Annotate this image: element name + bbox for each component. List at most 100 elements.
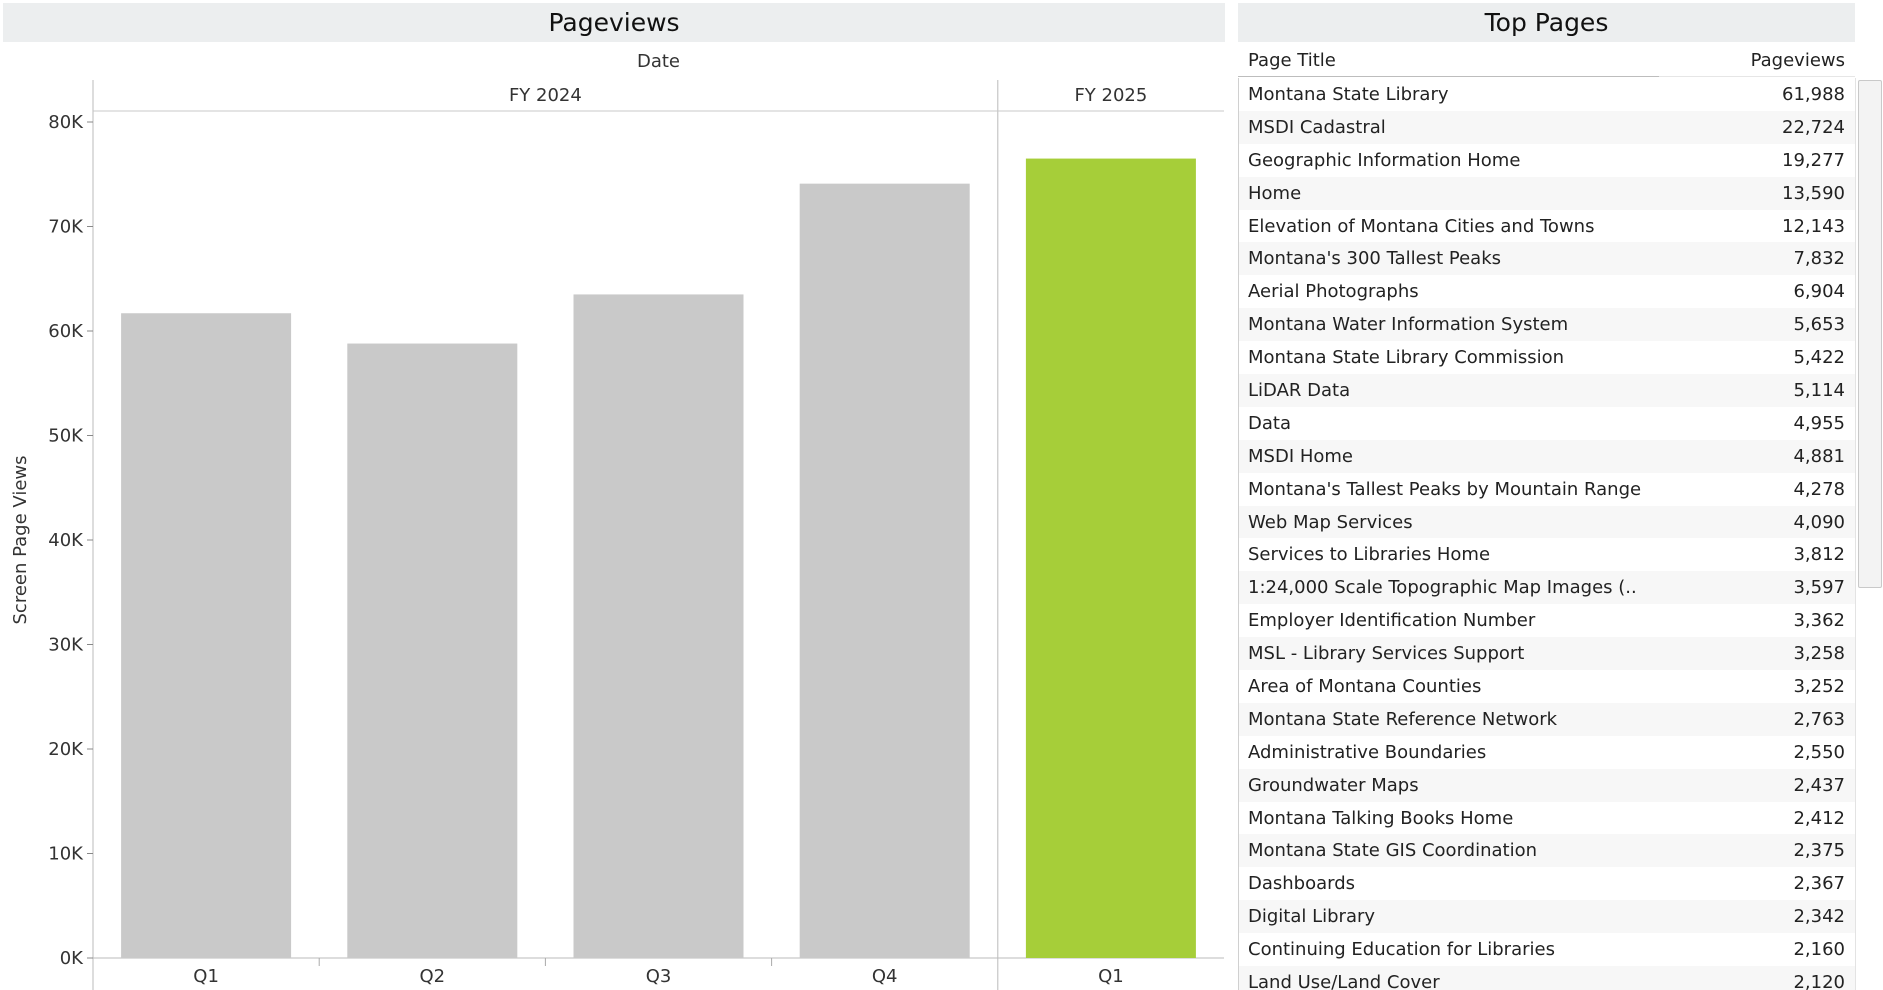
y-axis-label: Screen Page Views [10, 456, 31, 625]
y-tick-label: 70K [48, 217, 84, 238]
page-title-cell: MSDI Cadastral [1248, 116, 1386, 138]
bar-4 [799, 183, 970, 958]
table-row[interactable]: Employer Identification Number 3,362 [1238, 604, 1855, 637]
page-title-cell: Administrative Boundaries [1248, 741, 1487, 763]
y-tick-label: 0K [60, 948, 84, 969]
table-row[interactable]: Montana's 300 Tallest Peaks 7,832 [1238, 242, 1855, 276]
table-row[interactable]: Montana's Tallest Peaks by Mountain Rang… [1238, 473, 1855, 506]
page-title-cell: Montana's 300 Tallest Peaks [1248, 248, 1502, 270]
pageviews-cell: 13,590 [1782, 182, 1845, 204]
bar-1 [121, 313, 292, 958]
table-row[interactable]: MSDI Cadastral 22,724 [1238, 110, 1855, 144]
pageviews-column-header[interactable]: Pageviews [1750, 50, 1845, 71]
page-title-cell: Montana State Library [1248, 83, 1449, 105]
pageviews-cell: 2,375 [1793, 840, 1845, 862]
pageviews-cell: 4,955 [1793, 412, 1845, 434]
page-title-cell: Montana State Library Commission [1248, 347, 1565, 369]
header-divider-right [1659, 76, 1855, 77]
page-title-cell: Groundwater Maps [1248, 774, 1419, 796]
group-label-fy-2024: FY 2024 [509, 85, 582, 106]
table-row[interactable]: Area of Montana Counties 3,252 [1238, 670, 1855, 703]
page-title-cell: Home [1248, 182, 1302, 204]
table-row[interactable]: Data 4,955 [1238, 407, 1855, 440]
pageviews-bar-chart: Date FY 2024 FY 2025 0K 10K 20K 30K 40K 50K 60K 70… [10, 51, 1224, 990]
table-row[interactable]: Administrative Boundaries 2,550 [1238, 736, 1855, 769]
table-row[interactable]: Montana Water Information System 5,653 [1238, 308, 1855, 342]
pageviews-cell: 2,120 [1793, 971, 1845, 990]
scrollbar-thumb[interactable] [1858, 80, 1882, 588]
page-title-column-header[interactable]: Page Title [1248, 50, 1336, 71]
pageviews-cell: 5,653 [1793, 314, 1845, 336]
header-divider [1238, 76, 1659, 77]
pageviews-cell: 22,724 [1782, 116, 1845, 138]
table-row[interactable]: Web Map Services 4,090 [1238, 505, 1855, 539]
page-title-cell: Data [1248, 412, 1291, 434]
table-row[interactable]: Montana Talking Books Home 2,412 [1238, 802, 1855, 835]
page-title-cell: LiDAR Data [1248, 379, 1351, 401]
table-row[interactable]: Geographic Information Home 19,277 [1238, 144, 1855, 177]
page-title-cell: Land Use/Land Cover [1248, 971, 1440, 990]
table-row[interactable]: MSL - Library Services Support 3,258 [1238, 637, 1855, 671]
pageviews-cell: 6,904 [1793, 281, 1845, 303]
page-title-cell: Digital Library [1248, 906, 1376, 928]
pageviews-cell: 2,550 [1793, 741, 1845, 763]
pageviews-cell: 2,763 [1793, 708, 1845, 730]
y-tick-label: 50K [48, 426, 84, 447]
table-row[interactable]: Groundwater Maps 2,437 [1238, 768, 1855, 802]
y-tick-label: 60K [48, 321, 84, 342]
column-header-date: Date [637, 51, 680, 72]
table-row[interactable]: Montana State Library 61,988 [1238, 78, 1855, 111]
page-title-cell: Geographic Information Home [1248, 149, 1521, 171]
table-row[interactable]: Montana State Library Commission 5,422 [1238, 341, 1855, 374]
table-row[interactable]: LiDAR Data 5,114 [1238, 374, 1855, 407]
table-row[interactable]: Digital Library 2,342 [1238, 900, 1855, 934]
y-tick-label: 40K [48, 530, 84, 551]
pageviews-cell: 4,881 [1793, 445, 1845, 467]
page-title-cell: MSL - Library Services Support [1248, 643, 1525, 665]
page-title-cell: MSDI Home [1248, 445, 1354, 467]
page-title-cell: Continuing Education for Libraries [1248, 939, 1555, 961]
pageviews-cell: 2,342 [1793, 906, 1845, 928]
pageviews-cell: 7,832 [1793, 248, 1845, 270]
x-tick-label: Q4 [872, 966, 898, 987]
page-title-cell: Employer Identification Number [1248, 610, 1536, 632]
top-pages-scrollbar[interactable] [1855, 78, 1883, 990]
pageviews-cell: 4,278 [1793, 478, 1845, 500]
bar-3 [573, 294, 744, 958]
pageviews-cell: 2,160 [1793, 939, 1845, 961]
y-tick-label: 10K [48, 844, 84, 865]
page-title-cell: Montana Talking Books Home [1248, 807, 1514, 829]
table-row[interactable]: Home 13,590 [1238, 176, 1855, 210]
top-pages-table-header: Page Title Pageviews [1238, 47, 1855, 77]
pageviews-panel-title: Pageviews [3, 3, 1225, 42]
table-row[interactable]: Montana State GIS Coordination 2,375 [1238, 834, 1855, 868]
table-row[interactable]: Montana State Reference Network 2,763 [1238, 702, 1855, 736]
table-row[interactable]: Land Use/Land Cover 2,120 [1238, 966, 1855, 990]
x-tick-label: Q2 [419, 966, 445, 987]
table-row[interactable]: 1:24,000 Scale Topographic Map Images (.… [1238, 571, 1855, 605]
table-row[interactable]: Elevation of Montana Cities and Towns 12,… [1238, 210, 1855, 243]
top-pages-panel-title: Top Pages [1238, 3, 1855, 42]
y-tick-label: 80K [48, 112, 84, 133]
page-title-cell: Aerial Photographs [1248, 281, 1419, 303]
pageviews-cell: 2,437 [1793, 774, 1845, 796]
pageviews-cell: 4,090 [1793, 511, 1845, 533]
table-row[interactable]: Dashboards 2,367 [1238, 867, 1855, 900]
page-title-cell: Services to Libraries Home [1248, 544, 1491, 566]
bar-5 [1025, 158, 1196, 958]
x-tick-label: Q1 [1098, 966, 1124, 987]
pageviews-cell: 2,367 [1793, 873, 1845, 895]
page-title-cell: Montana State Reference Network [1248, 708, 1558, 730]
table-row[interactable]: Aerial Photographs 6,904 [1238, 275, 1855, 308]
x-tick-label: Q3 [646, 966, 672, 987]
pageviews-cell: 5,114 [1793, 379, 1845, 401]
bar-2 [347, 343, 518, 958]
page-title-cell: Area of Montana Counties [1248, 675, 1482, 697]
table-row[interactable]: Continuing Education for Libraries 2,160 [1238, 933, 1855, 966]
pageviews-cell: 12,143 [1782, 215, 1845, 237]
page-title-cell: Web Map Services [1248, 511, 1413, 533]
table-row[interactable]: Services to Libraries Home 3,812 [1238, 538, 1855, 571]
table-row[interactable]: MSDI Home 4,881 [1238, 439, 1855, 473]
x-tick-label: Q1 [193, 966, 219, 987]
pageviews-cell: 3,597 [1793, 577, 1845, 599]
